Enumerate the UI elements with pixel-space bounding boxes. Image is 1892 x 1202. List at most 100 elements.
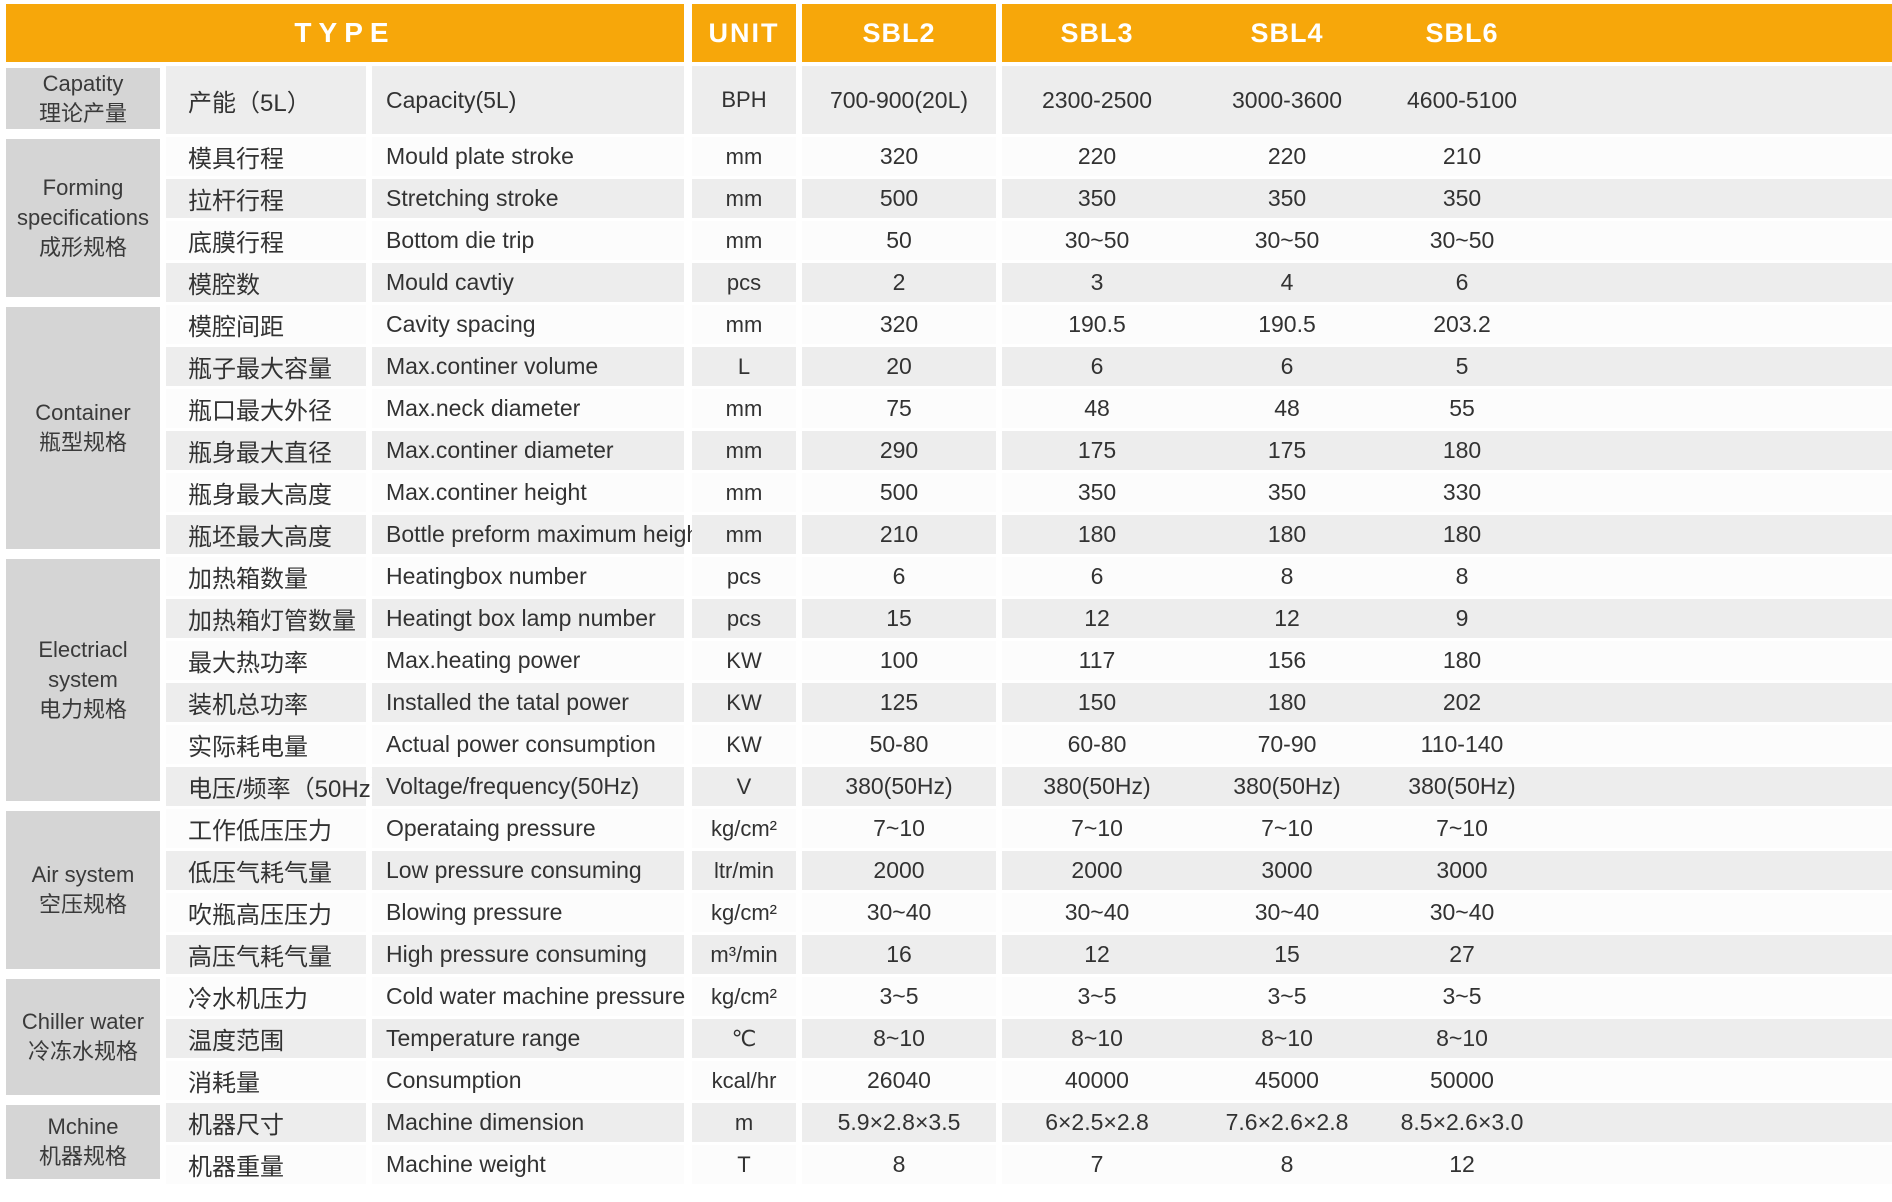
row-label-zh: 最大热功率 <box>166 641 366 680</box>
row-unit: mm <box>692 137 796 176</box>
row-value: 220 <box>1077 143 1117 169</box>
row-unit: kg/cm² <box>692 977 796 1016</box>
group-label-en: Chiller water <box>21 1009 145 1034</box>
row-value: 8.5×2.6×3.0 <box>1400 1109 1524 1135</box>
row-value: 350 <box>1077 479 1117 505</box>
row-value: 20 <box>802 347 996 386</box>
row-value: 125 <box>802 683 996 722</box>
section-group-label: Container 瓶型规格 <box>6 307 160 549</box>
section-group-label: Chiller water 冷冻水规格 <box>6 979 160 1095</box>
group-column: Capatity 理论产量 Forming specifications 成形规格 Co… <box>6 66 160 1187</box>
row-unit: kg/cm² <box>692 809 796 848</box>
row-label-zh: 产能（5L） <box>166 66 366 134</box>
row-filler <box>1542 641 1892 680</box>
section-5: Chiller water 冷冻水规格 <box>6 977 160 1103</box>
row-label-zh: 瓶口最大外径 <box>166 389 366 428</box>
row-label-zh: 加热箱数量 <box>166 557 366 596</box>
row-values-group: 60-80 70-90 110-140 <box>1002 725 1892 764</box>
row-values-group: 6 8 8 <box>1002 557 1892 596</box>
row-value: 30~40 <box>1429 899 1495 925</box>
row-value: 117 <box>1078 647 1116 673</box>
group-label-en: Mchine <box>47 1114 119 1139</box>
row-label-en: Heatingbox number <box>372 557 684 596</box>
row-unit: mm <box>692 431 796 470</box>
row-unit: ℃ <box>692 1019 796 1058</box>
row-value: 12 <box>1449 1151 1475 1177</box>
row-value: 26040 <box>802 1061 996 1100</box>
row-value: 190.5 <box>1258 311 1316 337</box>
row-values-group: 350 350 350 <box>1002 179 1892 218</box>
row-value: 3~5 <box>1267 983 1307 1009</box>
row-unit: T <box>692 1145 796 1184</box>
row-unit: mm <box>692 515 796 554</box>
row-value: 180 <box>1077 521 1117 547</box>
row-values-group: 7 8 12 <box>1002 1145 1892 1184</box>
row-value: 12 <box>1274 605 1300 631</box>
row-value: 48 <box>1084 395 1110 421</box>
row-value: 6 <box>1455 269 1469 295</box>
row-value: 180 <box>1442 647 1482 673</box>
row-unit: m <box>692 1103 796 1142</box>
section-3: Electriacl system 电力规格 <box>6 557 160 809</box>
row-value: 180 <box>1442 521 1482 547</box>
row-value: 320 <box>802 137 996 176</box>
row-value: 7~10 <box>1261 815 1313 841</box>
row-label-zh: 模腔间距 <box>166 305 366 344</box>
row-label-zh: 瓶子最大容量 <box>166 347 366 386</box>
row-filler <box>1542 767 1892 806</box>
row-value: 12 <box>1084 605 1110 631</box>
row-value: 6 <box>1090 563 1104 589</box>
row-unit: kg/cm² <box>692 893 796 932</box>
row-value: 8 <box>1280 1151 1294 1177</box>
row-label-zh: 拉杆行程 <box>166 179 366 218</box>
row-value: 500 <box>802 473 996 512</box>
row-filler <box>1542 137 1892 176</box>
row-value: 5.9×2.8×3.5 <box>802 1103 996 1142</box>
row-filler <box>1542 179 1892 218</box>
table-row: 模具行程 Mould plate stroke mm 320 220 220 210 <box>166 137 1892 176</box>
row-label-zh: 机器尺寸 <box>166 1103 366 1142</box>
row-value: 8~10 <box>1436 1025 1488 1051</box>
group-label-zh: 冷冻水规格 <box>27 1039 138 1064</box>
row-label-zh: 工作低压压力 <box>166 809 366 848</box>
row-unit: KW <box>692 683 796 722</box>
row-value: 190.5 <box>1068 311 1126 337</box>
row-value: 30~50 <box>1254 227 1320 253</box>
row-label-zh: 电压/频率（50Hz） <box>166 767 395 806</box>
row-label-en: Mould plate stroke <box>372 137 684 176</box>
table-row: 工作低压压力 Operataing pressure kg/cm² 7~10 7~10 7… <box>166 809 1892 848</box>
row-unit: m³/min <box>692 935 796 974</box>
row-filler <box>1542 263 1892 302</box>
row-label-en: Heatingt box lamp number <box>372 599 684 638</box>
table-body: Capatity 理论产量 Forming specifications 成形规格 Co… <box>6 66 1892 1187</box>
row-value: 7~10 <box>1436 815 1488 841</box>
table-row: 消耗量 Consumption kcal/hr 26040 40000 45000 5000… <box>166 1061 1892 1100</box>
table-row: 拉杆行程 Stretching stroke mm 500 350 350 350 <box>166 179 1892 218</box>
row-label-zh: 底膜行程 <box>166 221 366 260</box>
row-filler <box>1542 1061 1892 1100</box>
section-group-label: Mchine 机器规格 <box>6 1105 160 1179</box>
table-row: 机器尺寸 Machine dimension m 5.9×2.8×3.5 6×2.5×2… <box>166 1103 1892 1142</box>
row-values-group: 6 6 5 <box>1002 347 1892 386</box>
row-filler <box>1542 1019 1892 1058</box>
header-model-sbl2: SBL2 <box>802 4 996 62</box>
row-label-en: Blowing pressure <box>372 893 684 932</box>
row-value: 203.2 <box>1433 311 1491 337</box>
header-model-sbl6: SBL6 <box>1425 17 1499 48</box>
row-value: 180 <box>1267 521 1307 547</box>
row-unit: KW <box>692 641 796 680</box>
row-value: 3000-3600 <box>1232 86 1342 113</box>
table-row: 温度范围 Temperature range ℃ 8~10 8~10 8~10 8~10 <box>166 1019 1892 1058</box>
row-value: 3~5 <box>1442 983 1482 1009</box>
header-type: TYPE <box>6 4 684 62</box>
row-label-zh: 瓶身最大直径 <box>166 431 366 470</box>
section-group-label: Air system 空压规格 <box>6 811 160 969</box>
row-unit: BPH <box>692 66 796 134</box>
row-values-group: 7~10 7~10 7~10 <box>1002 809 1892 848</box>
row-value: 15 <box>1274 941 1300 967</box>
row-value: 75 <box>802 389 996 428</box>
row-value: 15 <box>802 599 996 638</box>
row-values-group: 180 180 180 <box>1002 515 1892 554</box>
row-value: 60-80 <box>1067 731 1127 757</box>
